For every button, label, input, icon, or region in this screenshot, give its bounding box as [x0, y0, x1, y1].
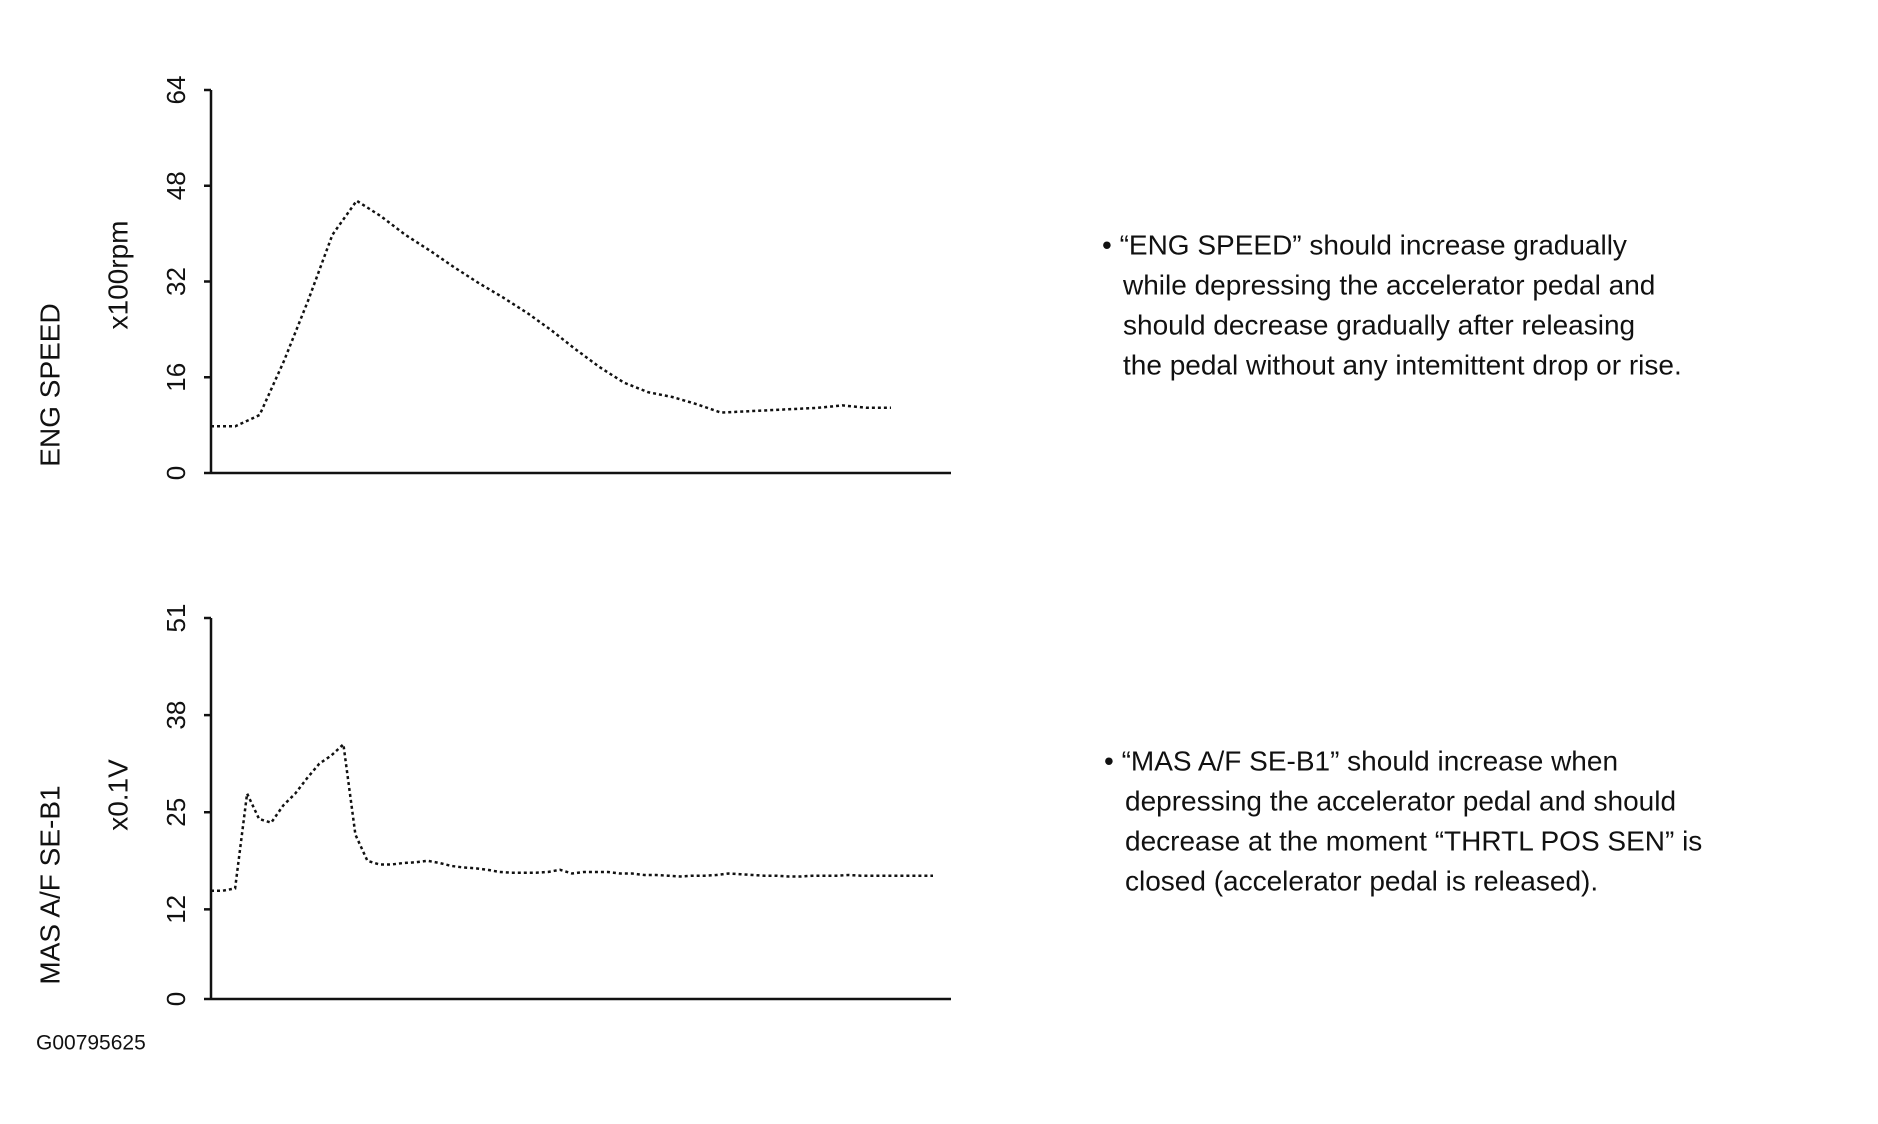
note-line: the pedal without any intemittent drop o… — [1123, 349, 1682, 380]
y-tick-label: 25 — [161, 798, 191, 827]
y-tick-label: 51 — [161, 604, 191, 633]
note-line: • “MAS A/F SE-B1” should increase when — [1104, 745, 1618, 776]
y-tick-label: 0 — [161, 992, 191, 1006]
y-tick-label: 48 — [161, 171, 191, 200]
unit-label: x100rpm — [102, 221, 133, 330]
y-tick-label: 64 — [161, 76, 191, 105]
note-line: • “ENG SPEED” should increase gradually — [1102, 229, 1627, 260]
y-axis-label: MAS A/F SE-B1 — [34, 785, 65, 984]
y-tick-label: 32 — [161, 267, 191, 296]
figure-id: G00795625 — [36, 1032, 146, 1055]
note-line: depressing the accelerator pedal and sho… — [1125, 785, 1676, 816]
note-line: should decrease gradually after releasin… — [1123, 309, 1635, 340]
data-line — [211, 199, 891, 428]
note-line: closed (accelerator pedal is released). — [1125, 865, 1598, 896]
data-line — [211, 741, 933, 892]
note-line: while depressing the accelerator pedal a… — [1122, 269, 1655, 300]
y-tick-label: 12 — [161, 895, 191, 924]
y-tick-label: 16 — [161, 363, 191, 392]
unit-label: x0.1V — [102, 759, 133, 831]
y-tick-label: 0 — [161, 466, 191, 480]
y-tick-label: 38 — [161, 701, 191, 730]
y-axis-label: ENG SPEED — [34, 303, 65, 466]
note-line: decrease at the moment “THRTL POS SEN” i… — [1125, 825, 1702, 856]
